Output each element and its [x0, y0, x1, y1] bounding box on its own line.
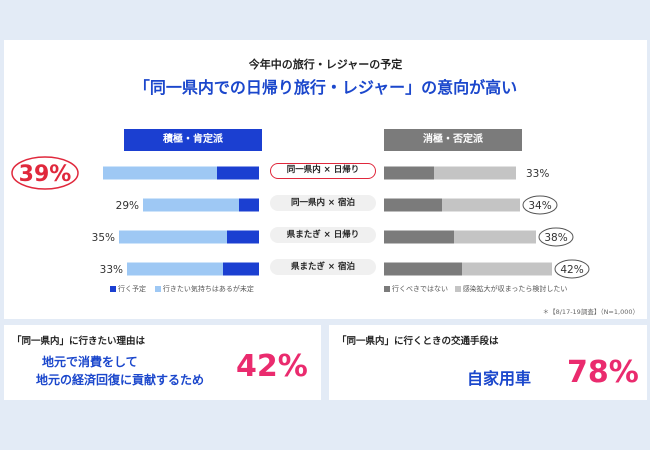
survey-note: ＊【8/17-19調査】（N=1,000）: [542, 308, 639, 316]
legend-no: 行くべきではない: [392, 285, 448, 293]
legend-want: 行きたい気持ちはあるが未定: [162, 285, 254, 293]
legend-go: 行く予定: [118, 285, 146, 293]
negative-total-label-2: 38%: [544, 232, 567, 244]
category-pill-1: 同一県内 × 宿泊: [270, 195, 376, 211]
negative-total-label-3: 42%: [560, 264, 583, 276]
transport-question: 「同一県内」に行くときの交通手段は: [337, 336, 499, 347]
bar-want-1: [143, 198, 239, 212]
positive-group-header: 積極・肯定派: [124, 129, 262, 151]
reason-line2: 地元の経済回復に貢献するため: [36, 373, 205, 387]
legend-wait: 感染拡大が収まったら検討したい: [462, 285, 568, 293]
highlight-circle-0: [11, 156, 79, 190]
legend-left: 行く予定 行きたい気持ちはあるが未定: [110, 284, 254, 294]
bar-wait-2: [454, 230, 536, 244]
legend-swatch-no: [384, 286, 390, 292]
transport-card: 「同一県内」に行くときの交通手段は 自家用車 78%: [329, 325, 647, 400]
legend-right: 行くべきではない 感染拡大が収まったら検討したい: [384, 284, 567, 294]
reason-card: 「同一県内」に行きたい理由は 地元で消費をして 地元の経済回復に貢献するため 4…: [4, 325, 321, 400]
bar-wait-0: [434, 166, 516, 180]
reason-line1: 地元で消費をして: [42, 355, 138, 369]
bar-no-2: [384, 230, 454, 244]
bar-wait-3: [462, 262, 552, 276]
bar-go-1: [239, 198, 259, 212]
negative-total-label-0: 33%: [526, 168, 549, 180]
transport-answer: 自家用車: [467, 369, 532, 388]
positive-total-label-3: 33%: [100, 264, 123, 276]
chart-subtitle: 今年中の旅行・レジャーの予定: [248, 58, 403, 71]
legend-swatch-go: [110, 286, 116, 292]
negative-circle-2: [538, 227, 574, 247]
reason-text: 地元で消費をして 地元の経済回復に貢献するため: [36, 353, 204, 389]
transport-percent: 78%: [567, 355, 639, 390]
bar-want-3: [127, 262, 223, 276]
bar-want-2: [119, 230, 227, 244]
bar-want-0: [103, 166, 217, 180]
legend-swatch-want: [154, 286, 161, 292]
positive-total-label-2: 35%: [92, 232, 115, 244]
bar-no-3: [384, 262, 462, 276]
chart-svg: 39% 33% 29% 34% 35% 38% 33% 42%: [11, 156, 590, 279]
negative-circle-3: [554, 259, 590, 279]
positive-total-label-0: 39%: [19, 162, 72, 187]
legend-swatch-wait: [454, 286, 461, 292]
reason-question: 「同一県内」に行きたい理由は: [12, 336, 146, 347]
negative-group-header: 消極・否定派: [384, 129, 522, 151]
bar-go-2: [227, 230, 259, 244]
chart-title: 「同一県内での日帰り旅行・レジャー」の意向が高い: [133, 78, 518, 97]
negative-circle-1: [522, 195, 558, 215]
bar-no-0: [384, 166, 434, 180]
reason-percent: 42%: [236, 349, 308, 384]
category-pill-2: 県またぎ × 日帰り: [270, 227, 376, 243]
bar-wait-1: [442, 198, 520, 212]
negative-total-label-1: 34%: [528, 200, 551, 212]
category-pill-0: 同一県内 × 日帰り: [270, 163, 376, 179]
bar-go-3: [223, 262, 259, 276]
main-card: 今年中の旅行・レジャーの予定 「同一県内での日帰り旅行・レジャー」の意向が高い …: [4, 40, 647, 319]
bar-no-1: [384, 198, 442, 212]
bar-go-0: [217, 166, 259, 180]
category-pill-3: 県またぎ × 宿泊: [270, 259, 376, 275]
positive-total-label-1: 29%: [116, 200, 139, 212]
